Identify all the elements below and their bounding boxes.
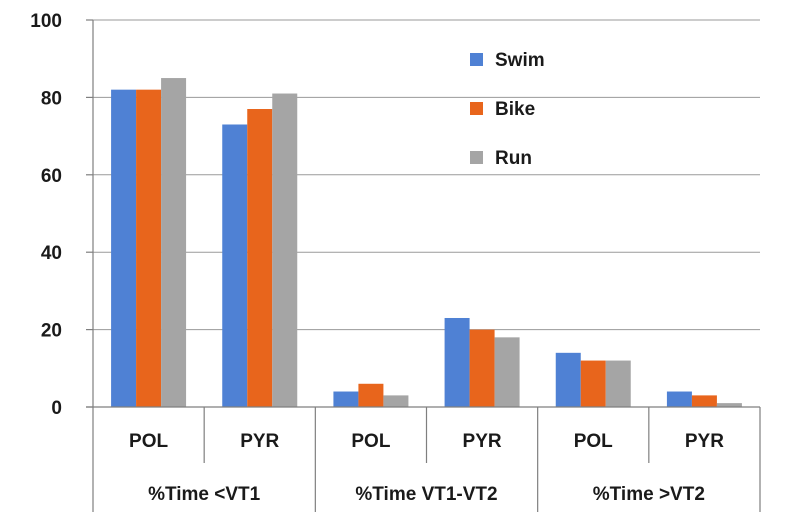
y-tick-label: 40 [41, 243, 62, 264]
bar-swim [555, 352, 581, 407]
bar-bike [247, 109, 273, 407]
bar-swim [111, 89, 137, 407]
legend: Swim Bike Run [470, 50, 545, 169]
legend-swatch-bike [470, 102, 483, 115]
x-tick-label: POL [574, 431, 613, 452]
bar-bike [580, 360, 606, 407]
bar-run [716, 403, 742, 407]
bar-bike [469, 329, 495, 407]
gridlines [93, 19, 760, 331]
bar-run [605, 360, 631, 407]
x-tick-labels: POL PYR POL PYR POL PYR %Time <VT1 %Time VT1-VT… [129, 431, 724, 505]
bar-bike [691, 395, 717, 407]
bar-run [494, 337, 520, 407]
bar-swim [333, 391, 359, 407]
group-label: %Time >VT2 [593, 484, 705, 505]
group-label: %Time VT1-VT2 [355, 484, 497, 505]
y-tick-label: 0 [51, 398, 62, 419]
legend-label-bike: Bike [495, 99, 535, 120]
bar-bike [358, 383, 384, 407]
bar-run [272, 93, 298, 407]
bar-run [383, 395, 409, 407]
group-label: %Time <VT1 [148, 484, 261, 505]
x-tick-label: POL [129, 431, 168, 452]
bar-run [161, 78, 187, 408]
bars [111, 78, 742, 408]
x-tick-label: PYR [240, 431, 279, 452]
y-tick-label: 20 [41, 321, 62, 342]
bar-bike [136, 89, 162, 407]
bar-swim [444, 317, 470, 407]
bar-swim [666, 391, 692, 407]
legend-label-swim: Swim [495, 50, 545, 71]
x-tick-label: PYR [463, 431, 502, 452]
axes [86, 19, 761, 512]
legend-swatch-run [470, 151, 483, 164]
legend-label-run: Run [495, 148, 532, 169]
y-tick-label: 60 [41, 166, 62, 187]
y-tick-label: 80 [41, 88, 62, 109]
legend-swatch-swim [470, 53, 483, 66]
x-tick-label: POL [351, 431, 390, 452]
bar-swim [222, 124, 248, 408]
y-tick-labels: 0 20 40 60 80 100 [30, 11, 62, 419]
x-tick-label: PYR [685, 431, 724, 452]
y-tick-label: 100 [30, 11, 62, 32]
